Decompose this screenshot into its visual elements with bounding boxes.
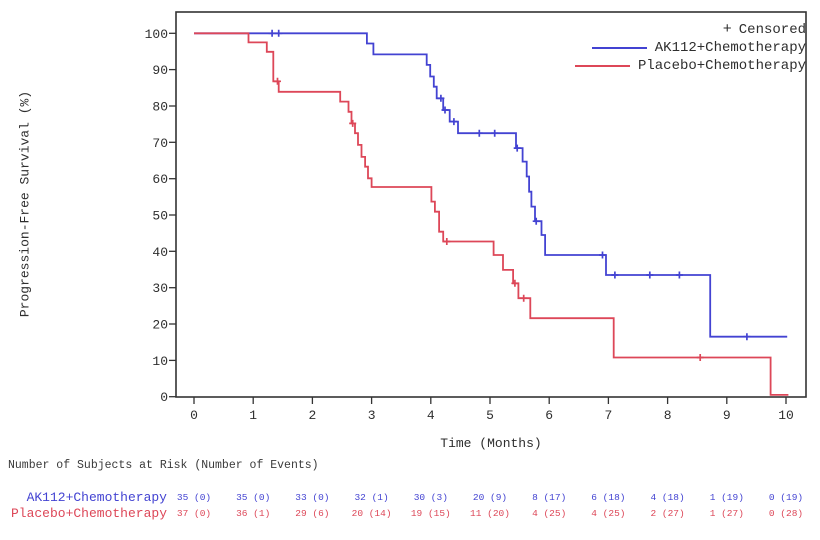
y-tick-label: 30 bbox=[152, 281, 168, 296]
risk-value: 1 (19) bbox=[709, 492, 744, 503]
risk-value: 35 (0) bbox=[236, 492, 271, 503]
x-tick-label: 8 bbox=[664, 408, 672, 423]
y-tick-label: 0 bbox=[160, 390, 168, 405]
x-tick-label: 5 bbox=[486, 408, 494, 423]
risk-table-header: Number of Subjects at Risk (Number of Ev… bbox=[8, 459, 319, 472]
risk-row-placebo: Placebo+Chemotherapy 37 (0) 36 (1) 29 (6) 2… bbox=[0, 506, 820, 522]
y-tick-label: 60 bbox=[152, 172, 168, 187]
legend-row-placebo: Placebo+Chemotherapy bbox=[574, 57, 806, 74]
risk-row-ak112: AK112+Chemotherapy 35 (0) 35 (0) 33 (0) 32 … bbox=[0, 490, 820, 506]
y-tick-label: 90 bbox=[152, 63, 168, 78]
y-tick-label: 40 bbox=[152, 245, 168, 260]
x-tick-label: 7 bbox=[604, 408, 612, 423]
risk-value: 32 (1) bbox=[354, 492, 389, 503]
y-axis-title: Progression-Free Survival (%) bbox=[17, 90, 33, 318]
x-tick-label: 1 bbox=[249, 408, 257, 423]
risk-value: 4 (25) bbox=[591, 508, 626, 519]
x-tick-label: 3 bbox=[368, 408, 376, 423]
risk-value: 20 (9) bbox=[472, 492, 508, 503]
x-tick-label: 9 bbox=[723, 408, 731, 423]
series-line-placebo bbox=[194, 32, 789, 396]
risk-value: 4 (25) bbox=[532, 508, 567, 519]
risk-value: 37 (0) bbox=[176, 508, 212, 519]
risk-value: 36 (1) bbox=[236, 508, 271, 519]
risk-value: 2 (27) bbox=[650, 508, 685, 519]
y-tick-label: 80 bbox=[152, 100, 168, 115]
risk-value: 6 (18) bbox=[591, 492, 626, 503]
risk-value: 0 (28) bbox=[768, 508, 804, 519]
censor-marks-ak112 bbox=[268, 29, 751, 341]
x-tick-label: 4 bbox=[427, 408, 435, 423]
risk-value: 0 (19) bbox=[768, 492, 804, 503]
risk-row-label-placebo: Placebo+Chemotherapy bbox=[10, 506, 167, 521]
legend-label-placebo: Placebo+Chemotherapy bbox=[637, 57, 806, 74]
y-tick-label: 50 bbox=[152, 209, 168, 224]
legend: + Censored AK112+Chemotherapy Placebo+Ch… bbox=[574, 21, 806, 74]
legend-label-ak112: AK112+Chemotherapy bbox=[654, 39, 806, 56]
risk-value: 20 (14) bbox=[351, 508, 392, 519]
risk-value: 11 (20) bbox=[470, 508, 510, 519]
legend-line-ak112-icon bbox=[591, 46, 647, 49]
risk-value: 35 (0) bbox=[176, 492, 212, 503]
x-tick-label: 2 bbox=[308, 408, 316, 423]
risk-value: 33 (0) bbox=[295, 492, 330, 503]
risk-value: 8 (17) bbox=[532, 492, 567, 503]
y-tick-label: 20 bbox=[152, 318, 168, 333]
risk-value: 4 (18) bbox=[650, 492, 685, 503]
x-tick-label: 0 bbox=[190, 408, 198, 423]
censor-marks-placebo bbox=[274, 77, 704, 361]
x-axis-ticks: 0 1 2 3 4 5 6 7 8 9 10 bbox=[190, 397, 794, 423]
legend-row-ak112: AK112+Chemotherapy bbox=[591, 39, 806, 56]
risk-value: 29 (6) bbox=[295, 508, 330, 519]
x-axis-title: Time (Months) bbox=[440, 436, 542, 451]
plot-frame bbox=[175, 11, 807, 398]
censor-plus-icon: + bbox=[722, 21, 732, 38]
legend-censored-label: Censored bbox=[738, 21, 806, 38]
x-tick-label: 6 bbox=[545, 408, 553, 423]
y-tick-label: 70 bbox=[152, 136, 168, 151]
legend-row-censored: + Censored bbox=[723, 21, 806, 38]
y-axis-ticks: 0 10 20 30 40 50 60 70 80 90 100 bbox=[145, 27, 176, 405]
risk-value: 30 (3) bbox=[413, 492, 448, 503]
y-tick-label: 10 bbox=[152, 354, 168, 369]
x-tick-label: 10 bbox=[778, 408, 794, 423]
series-line-ak112 bbox=[194, 32, 788, 338]
legend-line-placebo-icon bbox=[574, 64, 630, 67]
km-plot: 0 10 20 30 40 50 60 70 80 90 100 0 1 2 3 4 5 6 7 8 9 10 bbox=[145, 11, 807, 423]
risk-row-label-ak112: AK112+Chemotherapy bbox=[26, 490, 167, 505]
y-tick-label: 100 bbox=[145, 27, 168, 42]
risk-value: 19 (15) bbox=[410, 508, 451, 519]
risk-value: 1 (27) bbox=[709, 508, 744, 519]
